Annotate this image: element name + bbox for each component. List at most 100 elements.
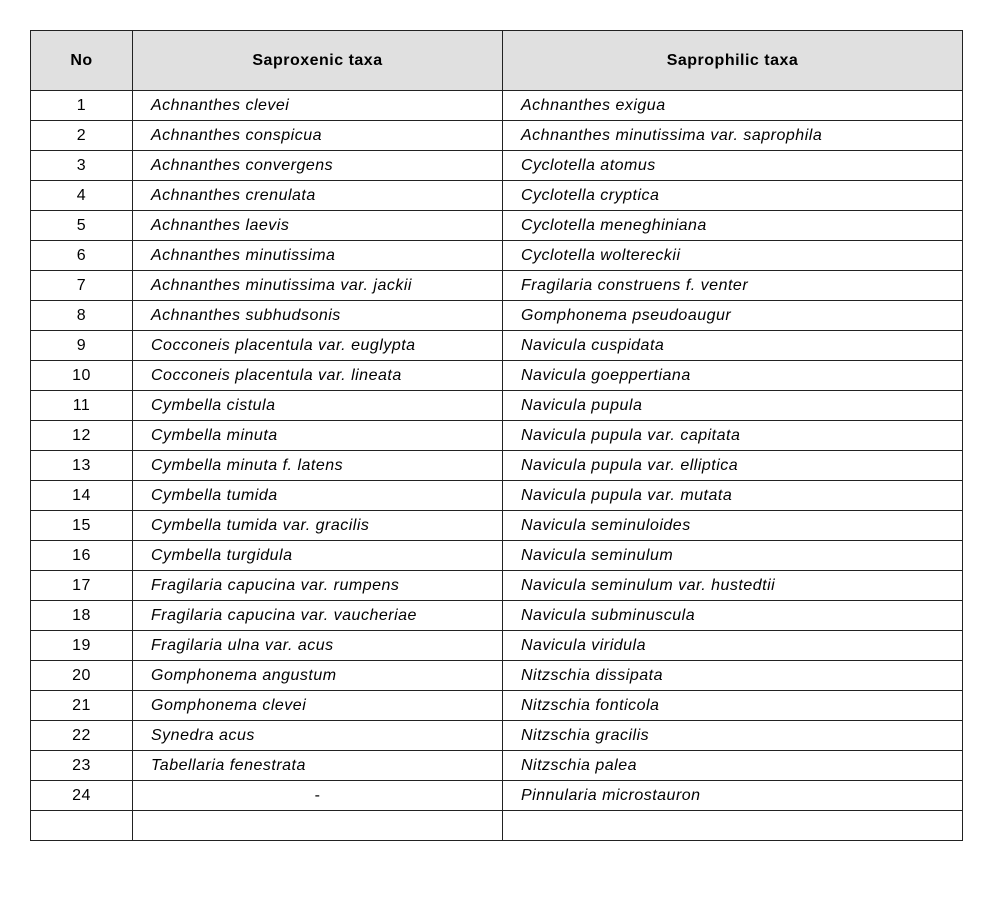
table-row: 17Fragilaria capucina var. rumpensNavicu… <box>31 571 963 601</box>
cell-saproxenic: Cymbella cistula <box>133 391 503 421</box>
cell-saproxenic <box>133 811 503 841</box>
cell-saprophilic: Cyclotella woltereckii <box>503 241 963 271</box>
table-row: 23Tabellaria fenestrataNitzschia palea <box>31 751 963 781</box>
cell-saproxenic: Achnanthes laevis <box>133 211 503 241</box>
cell-no: 4 <box>31 181 133 211</box>
cell-saprophilic: Achnanthes minutissima var. saprophila <box>503 121 963 151</box>
cell-saprophilic: Navicula viridula <box>503 631 963 661</box>
cell-no: 8 <box>31 301 133 331</box>
cell-saprophilic: Nitzschia palea <box>503 751 963 781</box>
cell-no <box>31 811 133 841</box>
table-row: 14Cymbella tumidaNavicula pupula var. mu… <box>31 481 963 511</box>
cell-no: 5 <box>31 211 133 241</box>
table-row: 12Cymbella minutaNavicula pupula var. ca… <box>31 421 963 451</box>
col-header-saprophilic: Saprophilic taxa <box>503 31 963 91</box>
cell-no: 20 <box>31 661 133 691</box>
cell-saproxenic: Fragilaria capucina var. vaucheriae <box>133 601 503 631</box>
cell-no: 1 <box>31 91 133 121</box>
cell-saprophilic: Navicula seminulum <box>503 541 963 571</box>
cell-saprophilic <box>503 811 963 841</box>
cell-saproxenic: Cymbella minuta <box>133 421 503 451</box>
cell-no: 23 <box>31 751 133 781</box>
cell-no: 16 <box>31 541 133 571</box>
table-row: 6Achnanthes minutissimaCyclotella wolter… <box>31 241 963 271</box>
cell-saproxenic: Achnanthes subhudsonis <box>133 301 503 331</box>
cell-saproxenic: Cymbella tumida var. gracilis <box>133 511 503 541</box>
cell-saproxenic: Synedra acus <box>133 721 503 751</box>
cell-saprophilic: Gomphonema pseudoaugur <box>503 301 963 331</box>
table-body: 1Achnanthes cleveiAchnanthes exigua2Achn… <box>31 91 963 841</box>
table-header-row: No Saproxenic taxa Saprophilic taxa <box>31 31 963 91</box>
table-row: 19Fragilaria ulna var. acusNavicula viri… <box>31 631 963 661</box>
cell-saprophilic: Navicula pupula var. elliptica <box>503 451 963 481</box>
col-header-saproxenic: Saproxenic taxa <box>133 31 503 91</box>
cell-no: 9 <box>31 331 133 361</box>
cell-saproxenic: Cymbella turgidula <box>133 541 503 571</box>
table-row: 15Cymbella tumida var. gracilisNavicula … <box>31 511 963 541</box>
cell-no: 14 <box>31 481 133 511</box>
cell-saproxenic: Achnanthes minutissima <box>133 241 503 271</box>
cell-saproxenic: Tabellaria fenestrata <box>133 751 503 781</box>
table-row: 16Cymbella turgidulaNavicula seminulum <box>31 541 963 571</box>
cell-no: 7 <box>31 271 133 301</box>
table-row: 13Cymbella minuta f. latensNavicula pupu… <box>31 451 963 481</box>
cell-no: 2 <box>31 121 133 151</box>
cell-no: 3 <box>31 151 133 181</box>
cell-no: 21 <box>31 691 133 721</box>
cell-no: 10 <box>31 361 133 391</box>
table-row: 5Achnanthes laevisCyclotella meneghinian… <box>31 211 963 241</box>
cell-saproxenic: Achnanthes convergens <box>133 151 503 181</box>
cell-saprophilic: Nitzschia fonticola <box>503 691 963 721</box>
cell-saproxenic: Achnanthes minutissima var. jackii <box>133 271 503 301</box>
cell-saproxenic: Achnanthes conspicua <box>133 121 503 151</box>
cell-saproxenic: - <box>133 781 503 811</box>
cell-no: 13 <box>31 451 133 481</box>
cell-saprophilic: Navicula pupula var. capitata <box>503 421 963 451</box>
cell-saprophilic: Nitzschia dissipata <box>503 661 963 691</box>
cell-saprophilic: Navicula seminulum var. hustedtii <box>503 571 963 601</box>
cell-saprophilic: Cyclotella cryptica <box>503 181 963 211</box>
cell-saprophilic: Cyclotella meneghiniana <box>503 211 963 241</box>
cell-no: 17 <box>31 571 133 601</box>
table-row: 20Gomphonema angustumNitzschia dissipata <box>31 661 963 691</box>
cell-saprophilic: Navicula seminuloides <box>503 511 963 541</box>
table-row: 11Cymbella cistulaNavicula pupula <box>31 391 963 421</box>
table-row: 2Achnanthes conspicuaAchnanthes minutiss… <box>31 121 963 151</box>
table-row: 18Fragilaria capucina var. vaucheriaeNav… <box>31 601 963 631</box>
cell-saprophilic: Navicula pupula var. mutata <box>503 481 963 511</box>
cell-no: 6 <box>31 241 133 271</box>
cell-no: 15 <box>31 511 133 541</box>
table-row: 8Achnanthes subhudsonisGomphonema pseudo… <box>31 301 963 331</box>
cell-saproxenic: Achnanthes clevei <box>133 91 503 121</box>
table-row: 21Gomphonema cleveiNitzschia fonticola <box>31 691 963 721</box>
cell-saproxenic: Fragilaria ulna var. acus <box>133 631 503 661</box>
cell-saproxenic: Gomphonema angustum <box>133 661 503 691</box>
table-row: 22Synedra acusNitzschia gracilis <box>31 721 963 751</box>
cell-saprophilic: Navicula pupula <box>503 391 963 421</box>
cell-saprophilic: Fragilaria construens f. venter <box>503 271 963 301</box>
table-row: 4Achnanthes crenulataCyclotella cryptica <box>31 181 963 211</box>
cell-saprophilic: Navicula subminuscula <box>503 601 963 631</box>
cell-saprophilic: Nitzschia gracilis <box>503 721 963 751</box>
table-row <box>31 811 963 841</box>
cell-saproxenic: Cocconeis placentula var. euglypta <box>133 331 503 361</box>
cell-saproxenic: Cymbella minuta f. latens <box>133 451 503 481</box>
cell-saproxenic: Achnanthes crenulata <box>133 181 503 211</box>
cell-saprophilic: Achnanthes exigua <box>503 91 963 121</box>
table-row: 9Cocconeis placentula var. euglyptaNavic… <box>31 331 963 361</box>
cell-saproxenic: Fragilaria capucina var. rumpens <box>133 571 503 601</box>
cell-saproxenic: Cocconeis placentula var. lineata <box>133 361 503 391</box>
cell-saprophilic: Cyclotella atomus <box>503 151 963 181</box>
taxa-table: No Saproxenic taxa Saprophilic taxa 1Ach… <box>30 30 963 841</box>
cell-saprophilic: Navicula cuspidata <box>503 331 963 361</box>
cell-saprophilic: Navicula goeppertiana <box>503 361 963 391</box>
cell-saproxenic: Gomphonema clevei <box>133 691 503 721</box>
table-row: 24-Pinnularia microstauron <box>31 781 963 811</box>
table-row: 3Achnanthes convergensCyclotella atomus <box>31 151 963 181</box>
cell-no: 12 <box>31 421 133 451</box>
cell-no: 18 <box>31 601 133 631</box>
col-header-no: No <box>31 31 133 91</box>
cell-no: 22 <box>31 721 133 751</box>
table-row: 10Cocconeis placentula var. lineataNavic… <box>31 361 963 391</box>
table-row: 1Achnanthes cleveiAchnanthes exigua <box>31 91 963 121</box>
